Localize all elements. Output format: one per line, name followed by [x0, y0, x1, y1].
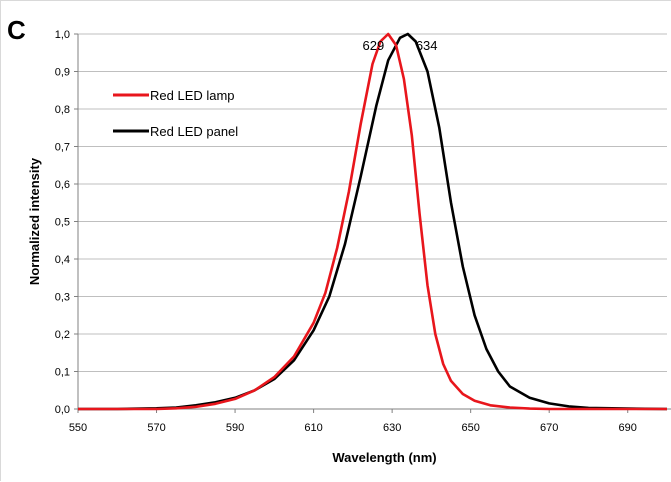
y-tick-label: 1,0 — [55, 29, 70, 41]
y-tick-label: 0,6 — [55, 179, 70, 191]
x-tick-label: 630 — [383, 422, 401, 434]
panel-label: C — [7, 15, 26, 45]
y-tick-label: 0,9 — [55, 67, 70, 79]
legend-label: Red LED lamp — [150, 88, 235, 103]
y-axis-title: Normalized intensity — [27, 157, 42, 285]
x-tick-label: 670 — [540, 422, 558, 434]
series-line-red-led-lamp — [78, 32, 667, 411]
y-tick-label: 0,7 — [55, 142, 70, 154]
y-tick-label: 0,3 — [55, 292, 70, 304]
peak-label: 634 — [416, 38, 438, 53]
y-tick-label: 0,5 — [55, 217, 70, 229]
x-tick-label: 690 — [619, 422, 637, 434]
y-tick-label: 0,1 — [55, 367, 70, 379]
x-tick-label: 650 — [461, 422, 479, 434]
y-tick-label: 0,2 — [55, 329, 70, 341]
y-tick-label: 0,0 — [55, 404, 70, 416]
legend-label: Red LED panel — [150, 124, 238, 139]
x-tick-label: 610 — [304, 422, 322, 434]
y-tick-label: 0,8 — [55, 104, 70, 116]
x-tick-label: 570 — [147, 422, 165, 434]
y-tick-label: 0,4 — [55, 254, 70, 266]
peak-label: 629 — [363, 38, 385, 53]
x-axis-title: Wavelength (nm) — [332, 450, 436, 465]
x-tick-label: 550 — [69, 422, 87, 434]
x-tick-label: 590 — [226, 422, 244, 434]
series-line-red-led-panel — [78, 32, 668, 411]
